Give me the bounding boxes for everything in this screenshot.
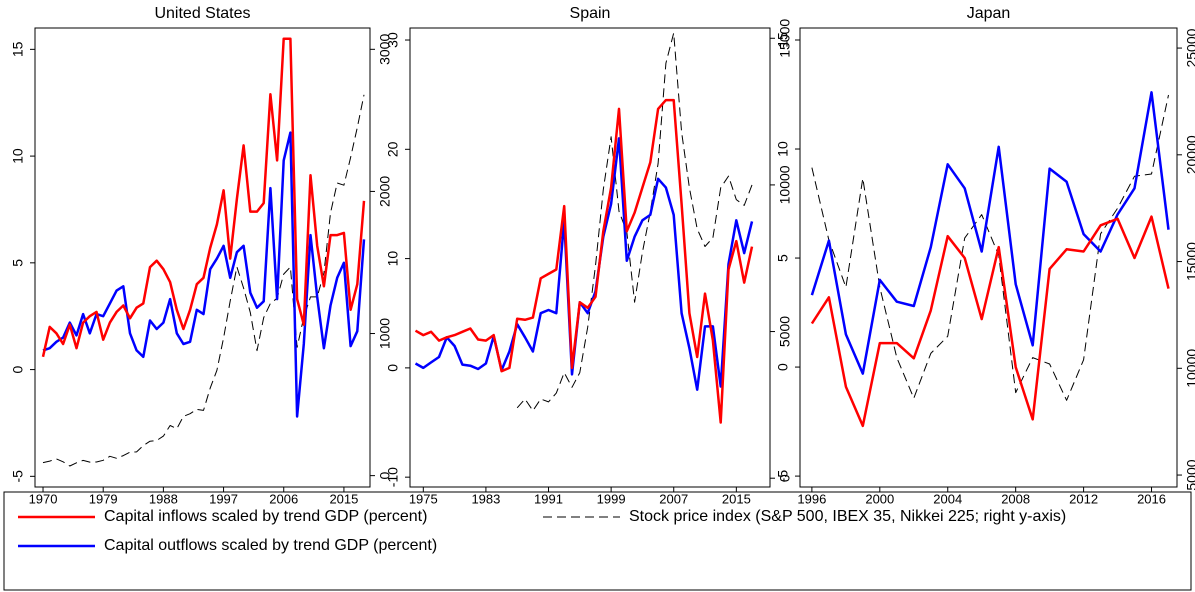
- x-tick-label: 2015: [722, 491, 751, 506]
- y2-tick-label: 3000: [377, 34, 393, 65]
- flow-line: [414, 137, 754, 391]
- plot-frame: [799, 27, 1178, 488]
- x-tick-label: 1991: [534, 491, 563, 506]
- plot-frame: [409, 27, 771, 488]
- y-tick-label: -10: [385, 467, 401, 487]
- y-tick-label: 20: [385, 141, 401, 157]
- y-tick-label: 5: [10, 259, 26, 267]
- y-tick-label: 5: [775, 254, 791, 262]
- y-tick-label: 0: [10, 365, 26, 373]
- x-tick-label: 1996: [797, 491, 826, 506]
- flow-line: [810, 91, 1170, 375]
- y2-tick-label: 5000: [1184, 459, 1195, 490]
- y2-tick-label: 20000: [1184, 135, 1195, 174]
- x-tick-label: 2006: [269, 491, 298, 506]
- panel-title: United States: [154, 5, 250, 22]
- y-tick-label: 0: [385, 364, 401, 372]
- y-tick-label: 30: [385, 32, 401, 48]
- x-tick-label: 2004: [933, 491, 962, 506]
- x-tick-label: 1997: [209, 491, 238, 506]
- x-tick-label: 1983: [471, 491, 500, 506]
- x-tick-label: 1999: [597, 491, 626, 506]
- y-tick-label: 10: [775, 141, 791, 157]
- legend-label: Capital outflows scaled by trend GDP (pe…: [104, 537, 437, 554]
- y2-tick-label: 2000: [377, 176, 393, 207]
- x-tick-label: 2007: [659, 491, 688, 506]
- stock-line: [42, 94, 365, 467]
- y-tick-label: 15: [775, 32, 791, 48]
- flow-line: [810, 215, 1170, 428]
- y-tick-label: 15: [10, 41, 26, 57]
- x-tick-label: 2008: [1001, 491, 1030, 506]
- x-tick-label: 2016: [1137, 491, 1166, 506]
- legend-label: Stock price index (S&P 500, IBEX 35, Nik…: [629, 508, 1066, 525]
- y-tick-label: 0: [775, 363, 791, 371]
- y-tick-label: -5: [775, 470, 791, 483]
- x-tick-label: 1988: [149, 491, 178, 506]
- x-tick-label: 2012: [1069, 491, 1098, 506]
- stock-line: [516, 32, 753, 412]
- flow-line: [41, 37, 366, 358]
- panel-title: Japan: [967, 5, 1011, 22]
- y-tick-label: 10: [385, 251, 401, 267]
- legend-box: [3, 491, 1192, 591]
- y2-tick-label: 25000: [1184, 28, 1195, 67]
- y2-tick-label: 15000: [777, 19, 793, 58]
- x-tick-label: 1975: [409, 491, 438, 506]
- x-tick-label: 2015: [329, 491, 358, 506]
- plot-frame: [34, 27, 371, 488]
- legend-label: Capital inflows scaled by trend GDP (per…: [104, 508, 427, 525]
- y-tick-label: -5: [10, 470, 26, 483]
- x-tick-label: 1979: [89, 491, 118, 506]
- y-tick-label: 10: [10, 148, 26, 164]
- y2-tick-label: 15000: [1184, 242, 1195, 281]
- x-tick-label: 2000: [865, 491, 894, 506]
- y2-tick-label: 5000: [777, 316, 793, 347]
- y2-tick-label: 0: [777, 474, 793, 482]
- y2-tick-label: 1000: [377, 318, 393, 349]
- y2-tick-label: 10000: [777, 165, 793, 204]
- y2-tick-label: 0: [377, 472, 393, 480]
- flow-line: [414, 98, 754, 424]
- x-tick-label: 1970: [29, 491, 58, 506]
- panel-title: Spain: [570, 5, 611, 22]
- y2-tick-label: 10000: [1184, 349, 1195, 388]
